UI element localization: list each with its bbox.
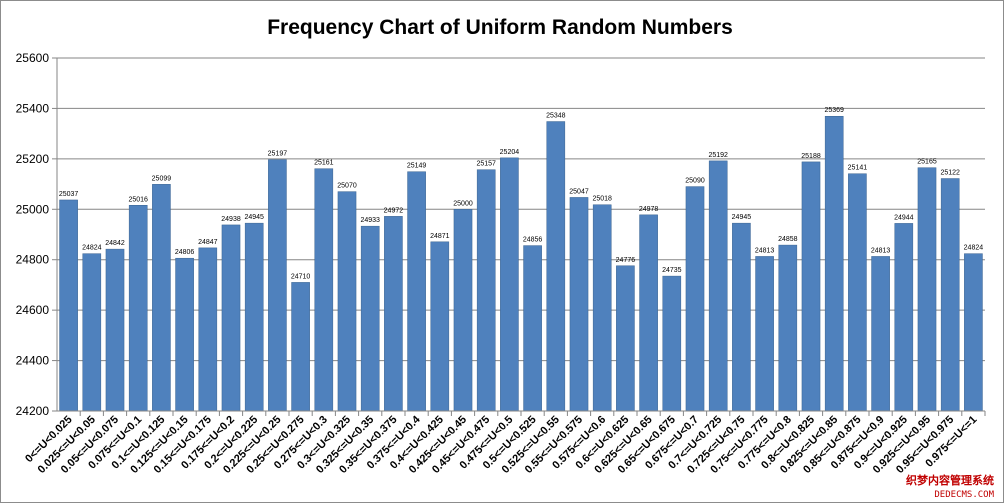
bar (755, 256, 774, 412)
data-label: 24945 (732, 214, 752, 221)
bar (314, 168, 334, 412)
data-label: 25018 (592, 196, 612, 203)
bar (940, 178, 960, 412)
data-label: 24847 (198, 239, 218, 246)
y-tick-label: 24200 (16, 404, 50, 418)
data-label: 25348 (546, 113, 566, 120)
bar (268, 159, 287, 412)
bar (59, 199, 78, 412)
y-tick-label: 25400 (16, 101, 50, 115)
data-label: 24945 (244, 214, 264, 221)
data-label: 25122 (940, 170, 960, 177)
data-label: 24938 (221, 216, 241, 223)
data-label: 25090 (685, 178, 705, 185)
data-label: 25000 (453, 200, 473, 207)
bar (848, 173, 867, 412)
data-label: 25141 (848, 165, 868, 172)
bar (894, 223, 914, 412)
bar (801, 161, 821, 412)
bar (778, 244, 798, 412)
data-label: 24944 (894, 214, 914, 221)
bar (546, 121, 566, 412)
bar-series (59, 115, 983, 412)
data-label: 24858 (778, 236, 798, 243)
bar (732, 222, 751, 412)
bar (476, 169, 496, 412)
watermark: 织梦内容管理系统 DEDECMS.COM (906, 473, 995, 500)
data-label: 24978 (639, 206, 659, 213)
data-label: 25037 (59, 191, 79, 198)
data-label: 25157 (476, 161, 496, 168)
bar (685, 186, 705, 412)
data-label: 24824 (82, 245, 102, 252)
data-label: 24710 (291, 273, 311, 280)
data-label: 25204 (500, 149, 520, 156)
bar (662, 275, 682, 412)
bar (360, 225, 380, 412)
data-label: 25016 (128, 196, 148, 203)
bar (244, 222, 264, 412)
bar (616, 265, 635, 412)
data-label: 24856 (523, 237, 543, 244)
data-label: 25161 (314, 160, 334, 167)
x-axis: 0<=U<0.0250.025<=U<0.050.05<=U<0.0750.07… (23, 410, 986, 476)
data-label: 25047 (569, 188, 589, 195)
bar (592, 204, 612, 412)
data-label: 25192 (708, 152, 728, 159)
gridlines (57, 57, 985, 362)
data-label: 24933 (360, 217, 380, 224)
y-tick-label: 24600 (16, 303, 50, 317)
bar (152, 184, 171, 412)
data-label: 25197 (268, 151, 288, 158)
watermark-line2: DEDECMS.COM (934, 490, 994, 500)
bar (824, 115, 844, 412)
data-label: 24813 (871, 247, 891, 254)
bar (500, 157, 519, 412)
data-label: 24824 (964, 245, 984, 252)
bar (871, 256, 890, 412)
bar (384, 216, 403, 412)
data-label: 24813 (755, 247, 775, 254)
data-label: 25149 (407, 163, 427, 170)
bar (430, 241, 450, 412)
bar (964, 253, 983, 412)
data-labels: 2503724824248422501625099248062484724938… (59, 107, 983, 280)
bar (407, 171, 426, 412)
data-label: 24972 (384, 207, 404, 214)
chart-title: Frequency Chart of Uniform Random Number… (267, 16, 733, 39)
data-label: 25369 (824, 107, 844, 114)
bar (639, 214, 658, 412)
bar (523, 245, 542, 412)
data-label: 25188 (801, 153, 821, 160)
data-label: 24806 (175, 249, 195, 256)
bar (82, 253, 102, 412)
y-tick-label: 25200 (16, 152, 50, 166)
data-label: 24871 (430, 233, 450, 240)
y-tick-label: 25600 (16, 51, 50, 65)
data-label: 25165 (917, 159, 937, 166)
bar (453, 209, 473, 412)
y-axis: 24200 24400 24600 24800 25000 25200 25400 25600 (16, 51, 58, 418)
bar (569, 197, 589, 412)
watermark-line1: 织梦内容管理系统 (906, 473, 994, 487)
bar (105, 248, 125, 412)
y-tick-label: 25000 (16, 202, 50, 216)
data-label: 24735 (662, 267, 682, 274)
bar (917, 167, 937, 412)
data-label: 24776 (616, 257, 636, 264)
y-tick-label: 24400 (16, 354, 50, 368)
bar (128, 205, 148, 412)
y-tick-label: 24800 (16, 253, 50, 267)
bar (708, 160, 728, 412)
bar (337, 191, 357, 412)
bar (291, 282, 310, 412)
data-label: 25099 (152, 175, 172, 182)
data-label: 25070 (337, 183, 357, 190)
data-label: 24842 (105, 240, 125, 247)
bar (175, 257, 194, 412)
bar (221, 224, 241, 412)
bar (198, 247, 218, 412)
